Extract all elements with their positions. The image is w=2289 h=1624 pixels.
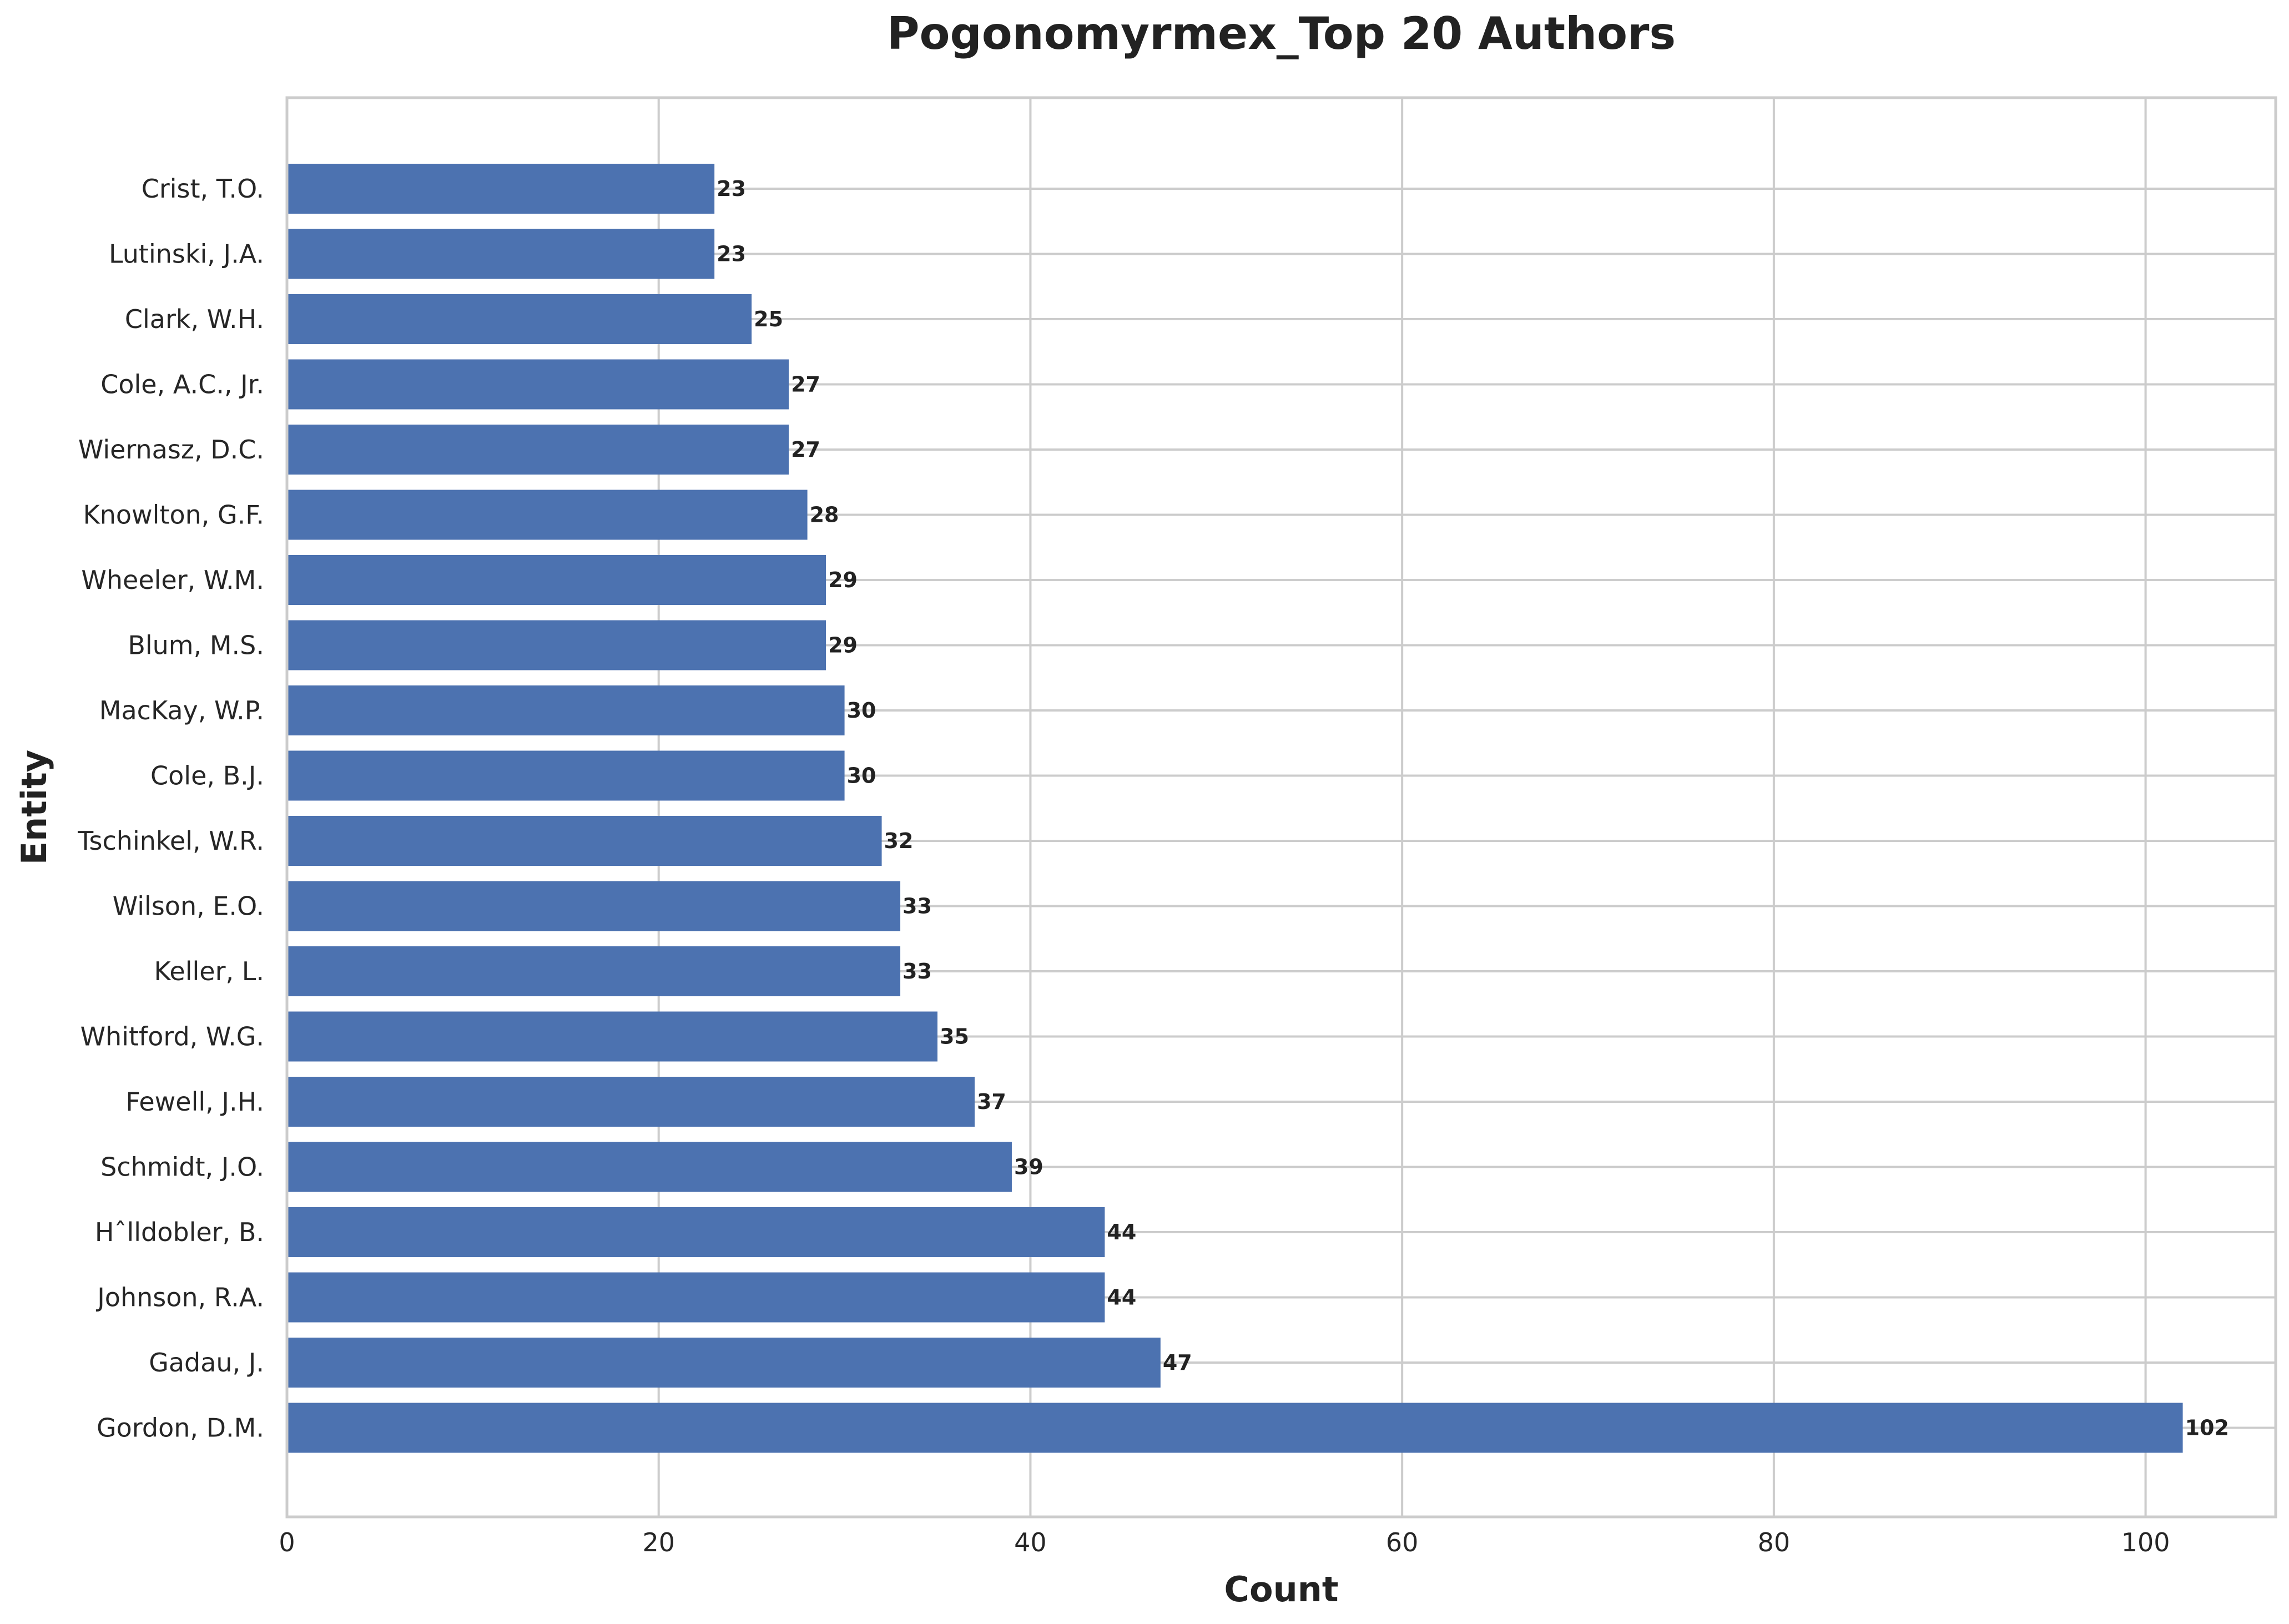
bar bbox=[287, 946, 901, 996]
bar-value-label: 32 bbox=[884, 829, 914, 853]
bar-value-label: 29 bbox=[828, 633, 858, 658]
bar-value-label: 29 bbox=[828, 568, 858, 592]
y-tick-label: Gadau, J. bbox=[149, 1348, 264, 1378]
bar-value-label: 44 bbox=[1107, 1285, 1136, 1310]
y-tick-label: Wiernasz, D.C. bbox=[78, 435, 264, 465]
bar bbox=[287, 1077, 975, 1127]
y-tick-label: Schmidt, J.O. bbox=[100, 1152, 264, 1182]
bar-value-label: 102 bbox=[2185, 1416, 2229, 1440]
x-tick-label: 100 bbox=[2121, 1527, 2170, 1557]
y-tick-label: Gordon, D.M. bbox=[97, 1413, 264, 1443]
bar bbox=[287, 1403, 2183, 1453]
bar-value-label: 25 bbox=[754, 307, 783, 331]
bar-value-label: 30 bbox=[847, 698, 876, 723]
bar bbox=[287, 1207, 1105, 1257]
bar bbox=[287, 490, 808, 540]
bar-value-label: 33 bbox=[903, 894, 932, 919]
x-tick-label: 60 bbox=[1386, 1527, 1419, 1557]
y-tick-label: Wheeler, W.M. bbox=[81, 565, 264, 595]
y-tick-label: Johnson, R.A. bbox=[95, 1283, 264, 1313]
y-tick-label: Whitford, W.G. bbox=[80, 1022, 264, 1052]
bar-value-label: 47 bbox=[1163, 1350, 1192, 1375]
y-tick-label: Lutinski, J.A. bbox=[109, 239, 264, 269]
bar-value-label: 44 bbox=[1107, 1220, 1136, 1244]
bar bbox=[287, 1142, 1012, 1192]
y-tick-label: Crist, T.O. bbox=[142, 174, 264, 204]
bar-value-label: 35 bbox=[940, 1025, 969, 1049]
bar-value-label: 27 bbox=[791, 437, 820, 462]
y-tick-label: MacKay, W.P. bbox=[99, 695, 264, 725]
bar bbox=[287, 229, 715, 279]
y-tick-label: Cole, A.C., Jr. bbox=[100, 370, 264, 400]
bar-value-label: 28 bbox=[810, 503, 839, 527]
y-tick-label: Fewell, J.H. bbox=[125, 1087, 264, 1117]
y-tick-label: Hˆlldobler, B. bbox=[95, 1217, 264, 1247]
y-tick-label: Knowlton, G.F. bbox=[83, 500, 264, 530]
bar-value-label: 30 bbox=[847, 764, 876, 788]
bar bbox=[287, 750, 845, 801]
bars bbox=[287, 164, 2183, 1453]
y-tick-labels: Crist, T.O. Lutinski, J.A. Clark, W.H. Cole… bbox=[77, 174, 264, 1443]
bar bbox=[287, 359, 789, 410]
data-labels: 23 23 25 27 27 28 29 29 30 30 32 33 33 35 37 39 44 44 47 10… bbox=[717, 176, 2229, 1440]
y-tick-label: Clark, W.H. bbox=[125, 304, 264, 334]
bar bbox=[287, 164, 715, 214]
bar bbox=[287, 881, 901, 931]
x-axis-label: Count bbox=[1224, 1569, 1338, 1610]
bar-value-label: 23 bbox=[717, 242, 746, 266]
bar bbox=[287, 620, 826, 670]
y-tick-label: Wilson, E.O. bbox=[113, 891, 264, 921]
y-axis-label: Entity bbox=[14, 750, 54, 865]
bar bbox=[287, 1272, 1105, 1323]
x-tick-label: 20 bbox=[642, 1527, 675, 1557]
bar-value-label: 23 bbox=[717, 176, 746, 201]
bar-value-label: 33 bbox=[903, 959, 932, 984]
x-tick-label: 40 bbox=[1014, 1527, 1047, 1557]
bar bbox=[287, 685, 845, 735]
plot-frame bbox=[285, 96, 2277, 1519]
bar bbox=[287, 1011, 938, 1062]
bar-value-label: 39 bbox=[1014, 1155, 1043, 1179]
y-tick-label: Blum, M.S. bbox=[128, 631, 264, 660]
bar bbox=[287, 425, 789, 475]
y-tick-label: Keller, L. bbox=[154, 956, 264, 986]
y-tick-label: Cole, B.J. bbox=[150, 761, 264, 791]
bar bbox=[287, 1338, 1161, 1388]
x-tick-label: 80 bbox=[1758, 1527, 1791, 1557]
bar bbox=[287, 555, 826, 605]
y-tick-label: Tschinkel, W.R. bbox=[77, 826, 264, 856]
x-tick-labels: 0 20 40 60 80 100 bbox=[279, 1527, 2170, 1557]
bar-value-label: 27 bbox=[791, 372, 820, 397]
chart-title: Pogonomyrmex_Top 20 Authors bbox=[887, 8, 1676, 59]
bar bbox=[287, 294, 752, 344]
x-tick-label: 0 bbox=[279, 1527, 295, 1557]
bar-value-label: 37 bbox=[977, 1090, 1006, 1114]
bar bbox=[287, 816, 882, 866]
